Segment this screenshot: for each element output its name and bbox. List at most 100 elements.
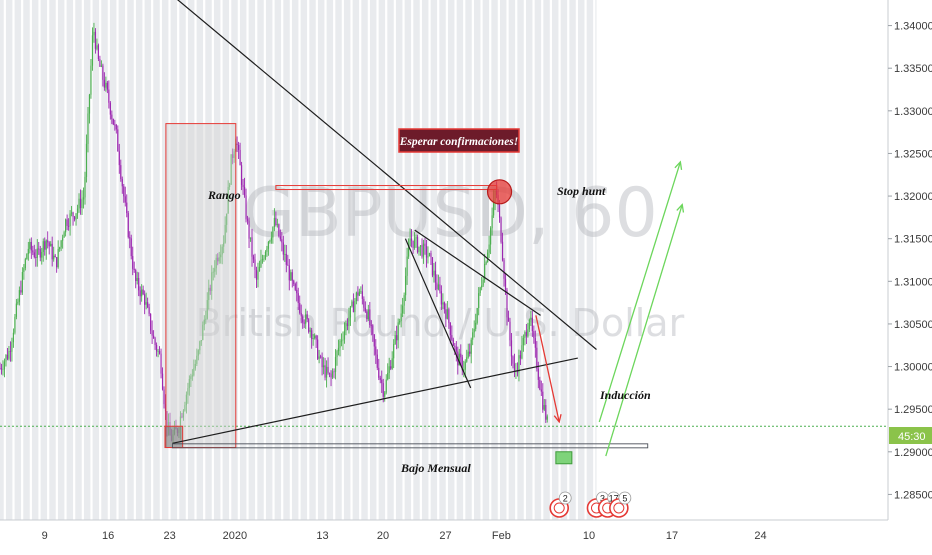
candle-body	[403, 295, 405, 306]
candle-body	[421, 245, 423, 257]
event-badges[interactable]: 2 3 17 5	[549, 491, 632, 518]
candle-body	[50, 243, 52, 247]
candle-body	[284, 253, 286, 255]
session-gap	[263, 0, 266, 520]
candle-body	[317, 339, 319, 359]
candle-body	[397, 322, 399, 341]
candle-body	[290, 272, 292, 281]
candle-body	[266, 248, 268, 252]
event-badge-count-bg	[558, 491, 572, 505]
candle-body	[291, 272, 293, 281]
session-gap	[142, 0, 145, 520]
candle-body	[254, 259, 256, 270]
candle-body	[531, 317, 533, 332]
candle-body	[318, 356, 320, 359]
candle-body	[121, 178, 123, 187]
session-gap	[255, 0, 258, 520]
session-gap	[220, 0, 223, 520]
candle-body	[442, 302, 444, 305]
candle-body	[479, 287, 481, 294]
candle-body	[236, 143, 238, 145]
session-gap	[315, 0, 318, 520]
candle-body	[255, 269, 258, 280]
session-gap	[12, 0, 15, 520]
candle-body	[539, 379, 541, 390]
session-gap	[29, 0, 32, 520]
candle-body	[261, 259, 264, 261]
candle-body	[294, 283, 296, 290]
candle-body	[540, 389, 542, 392]
session-gap	[307, 0, 310, 520]
candle-body	[78, 198, 80, 209]
candle-body	[437, 284, 440, 290]
green-arrow-2-head	[676, 203, 685, 213]
candle-body	[206, 300, 208, 319]
candle-body	[485, 262, 487, 264]
candle-body	[187, 388, 189, 395]
candle-body	[443, 302, 445, 310]
candle-body	[521, 345, 523, 359]
session-gap	[480, 0, 483, 520]
event-badge-count: 2	[563, 494, 568, 504]
candle-body	[155, 344, 158, 352]
candle-body	[6, 354, 9, 359]
candle-body	[151, 330, 153, 336]
candle-body	[54, 255, 56, 258]
candle-body	[388, 366, 390, 373]
x-axis: 9 16 23 2020 13 20 27 Feb 10 17 24	[0, 519, 932, 550]
candle-body	[233, 151, 235, 158]
candle-body	[328, 372, 331, 374]
session-gap	[541, 0, 544, 520]
candle-body	[440, 291, 442, 305]
candle-body	[72, 212, 74, 217]
candle-body	[30, 241, 32, 251]
candle-body	[91, 35, 94, 66]
candle-body	[85, 143, 88, 177]
candle-body	[475, 322, 477, 329]
candle-body	[184, 405, 186, 411]
candle-body	[367, 309, 369, 320]
candle-body	[103, 79, 105, 88]
candle-body	[132, 256, 134, 269]
drawing-layer[interactable]	[0, 0, 888, 465]
candle-body	[150, 313, 152, 331]
candle-body	[482, 279, 484, 286]
event-badge-ring	[553, 502, 565, 514]
session-gap	[133, 0, 136, 520]
x-tick-label: Feb	[492, 530, 511, 542]
candle-body	[343, 330, 346, 340]
candle-body	[190, 376, 192, 380]
candle-body	[60, 240, 62, 248]
candle-body	[461, 357, 463, 370]
session-gap	[159, 0, 162, 520]
candle-body	[339, 340, 341, 348]
stop-hunt-circle	[486, 179, 513, 205]
candle-body	[112, 118, 114, 125]
candle-body	[387, 372, 389, 380]
esperar-label-box[interactable]	[398, 128, 520, 153]
candle-body	[333, 371, 335, 373]
candle-body	[23, 268, 25, 273]
current-price-label-text: 45:30	[898, 431, 926, 443]
candle-body	[510, 340, 513, 357]
candle-body	[99, 59, 101, 67]
candle-body	[63, 232, 65, 238]
candle-body	[285, 253, 287, 265]
candle-body	[375, 346, 377, 355]
candle-body	[464, 361, 466, 370]
candle-body	[300, 312, 302, 317]
candle-body	[303, 322, 305, 324]
session-gap	[584, 0, 587, 520]
candle-body	[209, 287, 211, 291]
current-price-label-bg	[889, 427, 932, 444]
candle-body	[220, 254, 222, 258]
candle-body	[163, 389, 165, 405]
candle-body	[258, 266, 261, 272]
candle-body	[47, 240, 49, 243]
session-gap	[333, 0, 336, 520]
candle-body	[336, 351, 338, 357]
candle-body	[498, 204, 501, 218]
candle-body	[490, 228, 492, 245]
candle-body	[543, 405, 545, 410]
